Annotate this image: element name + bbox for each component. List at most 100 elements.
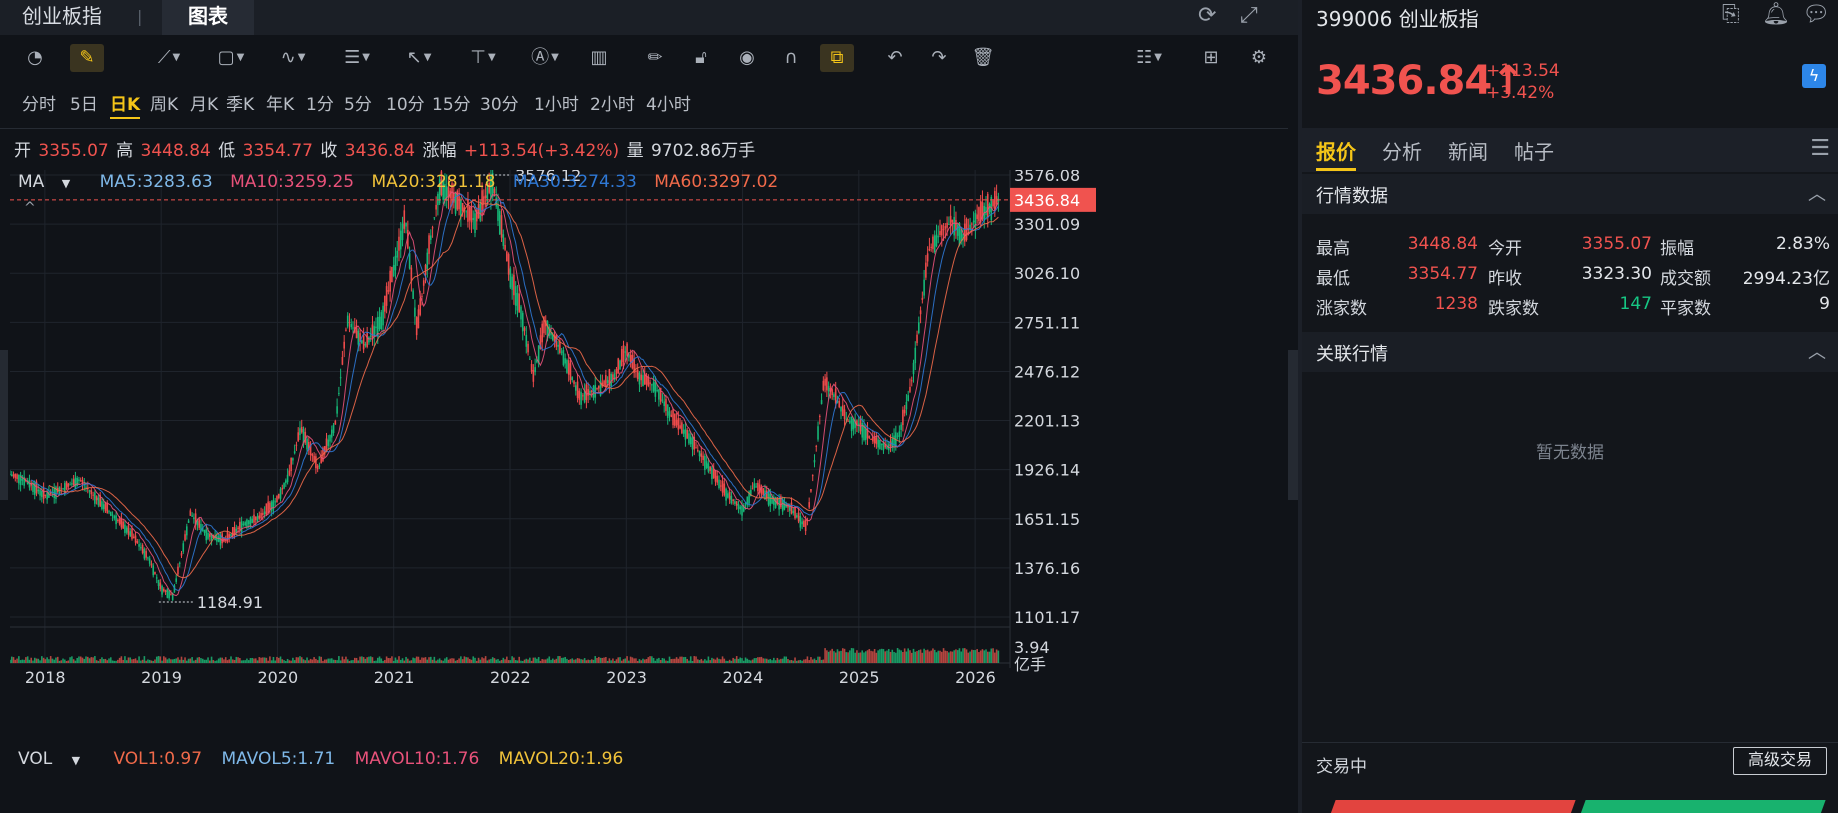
ma-indicator-name[interactable]: MA ▼ bbox=[18, 172, 71, 192]
period-13[interactable]: 2小时 bbox=[590, 95, 635, 115]
candle-body bbox=[592, 386, 595, 398]
volume-bar bbox=[470, 659, 473, 663]
magnet-icon[interactable]: ∩ bbox=[784, 47, 798, 68]
period-3[interactable]: 周K bbox=[150, 95, 179, 115]
volume-bar bbox=[488, 659, 490, 663]
bell-icon[interactable]: 🔔︎ bbox=[1762, 2, 1790, 27]
candle-body bbox=[122, 521, 124, 529]
trash-icon[interactable]: 🗑︎ bbox=[971, 47, 995, 68]
candle-body bbox=[963, 223, 966, 242]
period-5[interactable]: 季K bbox=[226, 95, 255, 115]
settings-icon[interactable]: ⚙ bbox=[1250, 47, 1268, 68]
line-icon[interactable]: ⟋ ▼ bbox=[157, 47, 181, 68]
candle-body bbox=[359, 333, 361, 343]
tab-quote[interactable]: 报价 bbox=[1316, 136, 1356, 171]
volume-bar bbox=[925, 650, 927, 663]
candle-body bbox=[711, 467, 713, 480]
layout-icon[interactable]: ☷ ▼ bbox=[1136, 47, 1162, 68]
tab-analysis[interactable]: 分析 bbox=[1382, 140, 1422, 164]
quote-key: 成交额 bbox=[1660, 269, 1711, 289]
advanced-trade-button[interactable]: 高级交易 bbox=[1733, 747, 1827, 775]
rect-icon[interactable]: ▢ ▼ bbox=[217, 47, 245, 68]
volume-bar bbox=[732, 657, 734, 663]
period-9[interactable]: 10分 bbox=[386, 95, 425, 115]
pencil-icon[interactable]: ✏ bbox=[647, 47, 663, 68]
text-height-icon[interactable]: ⊤ ▼ bbox=[470, 47, 496, 68]
period-2[interactable]: 日K bbox=[110, 90, 141, 119]
last-price: 3436.84↑ bbox=[1316, 58, 1525, 104]
link-icon[interactable]: ⧉ bbox=[820, 44, 854, 72]
volume-bar bbox=[318, 656, 321, 663]
period-0[interactable]: 分时 bbox=[22, 95, 56, 115]
quote-key: 昨收 bbox=[1488, 269, 1522, 289]
candle-body bbox=[187, 520, 190, 523]
volume-bar bbox=[309, 658, 312, 663]
volume-bar bbox=[403, 660, 406, 663]
tab-index-name[interactable]: 创业板指 bbox=[22, 4, 102, 28]
pen-icon[interactable]: ✎ bbox=[70, 44, 104, 72]
volume-bar bbox=[849, 650, 851, 663]
period-12[interactable]: 1小时 bbox=[534, 95, 579, 115]
volume-bar bbox=[928, 651, 931, 663]
candle-body bbox=[445, 186, 448, 201]
comment-icon[interactable]: 💬︎ bbox=[1802, 2, 1830, 27]
menu-icon[interactable]: ☰ bbox=[1810, 136, 1830, 161]
eye-icon[interactable]: ◉ bbox=[739, 47, 755, 68]
period-7[interactable]: 1分 bbox=[306, 95, 334, 115]
period-14[interactable]: 4小时 bbox=[646, 95, 691, 115]
volume-bar bbox=[990, 648, 993, 663]
bookmark-icon[interactable]: ⎘ bbox=[1722, 2, 1740, 27]
wave-icon[interactable]: ∿ ▼ bbox=[280, 47, 306, 68]
candle-body bbox=[803, 520, 805, 527]
volume-bar bbox=[468, 658, 471, 663]
chevron-up-icon[interactable]: ︿ bbox=[1808, 184, 1826, 205]
tab-news[interactable]: 新闻 bbox=[1448, 140, 1488, 164]
lines-icon[interactable]: ☰ ▼ bbox=[344, 47, 370, 68]
period-8[interactable]: 5分 bbox=[344, 95, 372, 115]
expand-icon[interactable]: ⤢ bbox=[1240, 3, 1258, 28]
candle-body bbox=[352, 327, 354, 329]
candle-body bbox=[608, 369, 611, 387]
volume-bar bbox=[330, 658, 333, 663]
volume-bar bbox=[942, 648, 945, 663]
flash-icon[interactable]: ϟ bbox=[1802, 64, 1826, 88]
candle-body bbox=[33, 483, 36, 495]
tab-posts[interactable]: 帖子 bbox=[1514, 140, 1554, 164]
refresh-icon[interactable]: ⟳ bbox=[1198, 3, 1217, 28]
lock-icon[interactable]: 🔓︎ bbox=[695, 47, 707, 68]
period-6[interactable]: 年K bbox=[266, 95, 295, 115]
volume-bar bbox=[385, 656, 388, 663]
volume-bar bbox=[702, 660, 704, 663]
right-collapse-handle[interactable] bbox=[1288, 350, 1298, 500]
candle-body bbox=[117, 519, 119, 521]
vol-indicator-name[interactable]: VOL ▼ bbox=[18, 749, 81, 769]
candle-body bbox=[587, 389, 589, 396]
undo-icon[interactable]: ↶ bbox=[887, 47, 903, 68]
period-1[interactable]: 5日 bbox=[70, 95, 98, 115]
period-10[interactable]: 15分 bbox=[432, 95, 471, 115]
volume-bar bbox=[597, 656, 600, 663]
candle-body bbox=[550, 332, 552, 336]
grid-icon[interactable]: ⊞ bbox=[1203, 47, 1219, 68]
gauge-icon[interactable]: ◔ bbox=[27, 47, 43, 68]
tab-chart[interactable]: 图表 bbox=[162, 0, 254, 35]
volume-bar bbox=[279, 656, 282, 663]
candlestick-chart[interactable]: 3576.08 3301.09 3026.10 2751.11 2476.12 2201.… bbox=[10, 170, 1284, 750]
arrow-icon[interactable]: ↖ ▼ bbox=[406, 47, 432, 68]
label-icon[interactable]: Ⓐ ▼ bbox=[531, 47, 559, 68]
tab-separator: | bbox=[137, 7, 143, 26]
buy-button[interactable] bbox=[1328, 800, 1576, 813]
chevron-up-icon[interactable]: ︿ bbox=[1808, 342, 1826, 363]
section-market-data[interactable]: 行情数据 ︿ bbox=[1302, 174, 1838, 214]
quote-value: 147 bbox=[1619, 294, 1652, 314]
sell-button[interactable] bbox=[1578, 800, 1826, 813]
candle-icon[interactable]: ▥ bbox=[590, 47, 608, 68]
volume-bar bbox=[208, 660, 211, 663]
section-related[interactable]: 关联行情 ︿ bbox=[1302, 332, 1838, 372]
period-4[interactable]: 月K bbox=[190, 95, 219, 115]
left-collapse-handle[interactable] bbox=[0, 350, 8, 500]
pane-separator[interactable] bbox=[1298, 0, 1302, 813]
candle-body bbox=[628, 353, 630, 358]
period-11[interactable]: 30分 bbox=[480, 95, 519, 115]
redo-icon[interactable]: ↷ bbox=[931, 47, 947, 68]
